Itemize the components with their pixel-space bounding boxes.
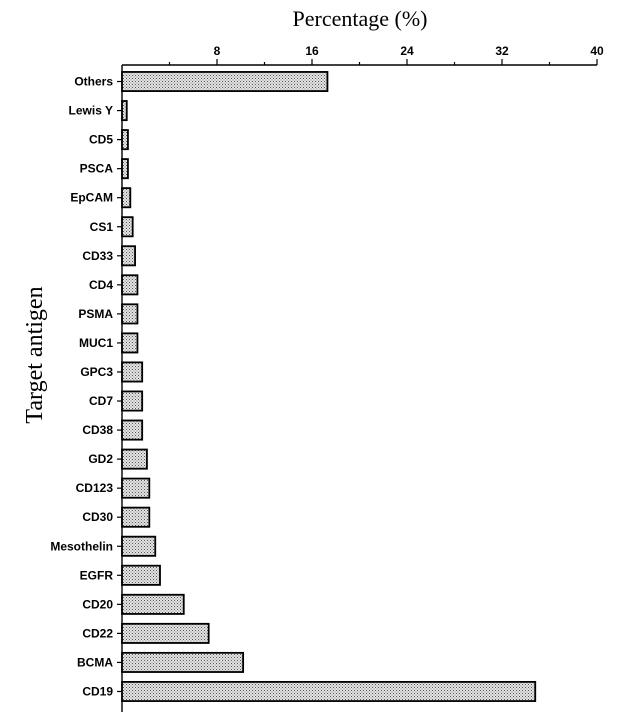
bar-psca (121, 158, 129, 180)
bar-cd22 (121, 622, 210, 644)
bar-cd38 (121, 419, 144, 441)
bar-others (121, 71, 329, 93)
bar-cd30 (121, 506, 151, 528)
category-label: EpCAM (70, 191, 113, 205)
category-label: CD33 (82, 249, 113, 263)
category-label: CS1 (90, 220, 114, 234)
category-label: CD7 (89, 394, 113, 408)
bar-cd33 (121, 245, 136, 267)
bar-cd5 (121, 129, 129, 151)
category-label: MUC1 (79, 336, 113, 350)
bar-cs1 (121, 216, 134, 238)
bar-cd20 (121, 593, 185, 615)
bar-gd2 (121, 448, 148, 470)
category-label: PSCA (80, 162, 114, 176)
category-label: CD20 (82, 597, 113, 611)
category-label: CD4 (89, 278, 113, 292)
x-tick-label: 24 (400, 44, 414, 58)
bars (121, 71, 537, 702)
bar-mesothelin (121, 535, 157, 557)
bar-bcma (121, 651, 245, 673)
bar-epcam (121, 187, 132, 209)
category-label: GPC3 (80, 365, 113, 379)
bar-cd7 (121, 390, 144, 412)
category-label: CD30 (82, 510, 113, 524)
x-tick-label: 32 (495, 44, 509, 58)
category-label: Others (74, 75, 113, 89)
bar-lewis-y (121, 100, 128, 122)
x-axis-title: Percentage (%) (293, 6, 428, 31)
category-label: CD38 (82, 423, 113, 437)
bar-muc1 (121, 332, 139, 354)
bar-gpc3 (121, 361, 144, 383)
x-axis: 8 16 24 32 40 (168, 44, 604, 65)
category-label: CD123 (76, 481, 114, 495)
x-tick-label: 8 (214, 44, 221, 58)
category-label: Mesothelin (50, 539, 113, 553)
bar-cd123 (121, 477, 151, 499)
category-label: Lewis Y (69, 104, 113, 118)
category-label: BCMA (77, 655, 113, 669)
category-label: GD2 (88, 452, 113, 466)
bar-cd4 (121, 274, 139, 296)
category-label: PSMA (78, 307, 113, 321)
category-label: CD19 (82, 684, 113, 698)
category-label: CD22 (82, 626, 113, 640)
category-label: CD5 (89, 133, 113, 147)
x-tick-label: 40 (590, 44, 604, 58)
x-tick-label: 16 (305, 44, 319, 58)
category-label: EGFR (80, 568, 114, 582)
category-labels: Others Lewis Y CD5 PSCA EpCAM CS1 CD33 CD4 PSMA M… (50, 75, 122, 698)
y-axis-title: Target antigen (22, 286, 48, 423)
bar-egfr (121, 564, 161, 586)
bar-cd19 (121, 680, 537, 702)
bar-psma (121, 303, 139, 325)
